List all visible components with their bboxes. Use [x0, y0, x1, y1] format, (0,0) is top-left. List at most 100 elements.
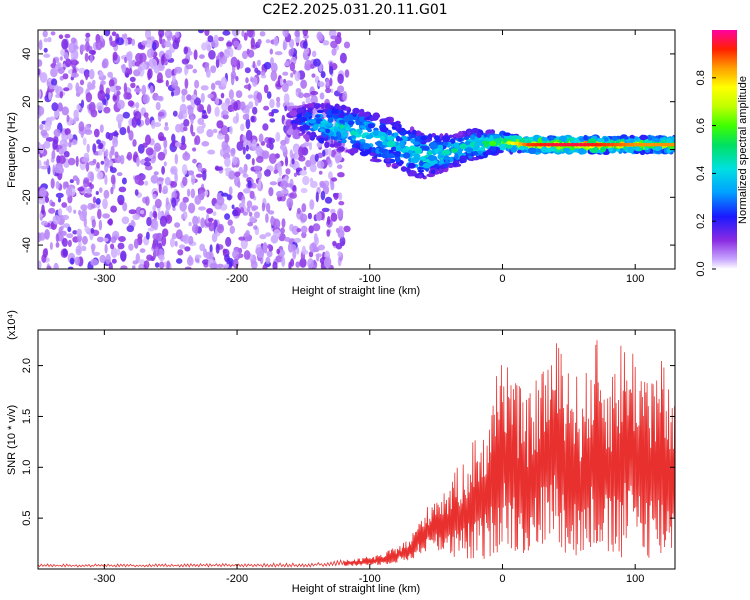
spectrogram-noise-blob	[250, 115, 255, 123]
spectrogram-noise-blob	[86, 187, 92, 195]
spectrogram-signal-blob	[527, 147, 537, 154]
spectrogram-signal-blob	[426, 173, 436, 178]
spectrogram-noise-blob	[265, 202, 271, 213]
spectrogram-signal-blob	[325, 128, 331, 134]
spectrogram-noise-blob	[220, 76, 228, 88]
spectrogram-noise-blob	[301, 245, 306, 255]
spectrogram-signal-blob	[350, 139, 357, 144]
spectrogram-noise-blob	[69, 179, 74, 184]
spectrogram-signal-blob	[378, 148, 388, 154]
spectrogram-noise-blob	[144, 180, 149, 186]
spectrogram-noise-blob	[130, 82, 136, 89]
spectrogram-signal-blob	[633, 146, 641, 151]
spectrogram-noise-blob	[192, 215, 199, 226]
spectrogram-noise-blob	[280, 139, 287, 146]
spectrogram-noise-blob	[54, 165, 63, 174]
spectrogram-noise-blob	[38, 260, 42, 269]
spectrogram-noise-blob	[311, 73, 316, 78]
spectrogram-noise-blob	[145, 196, 150, 206]
spectrogram-noise-blob	[111, 131, 119, 137]
colorbar-tick-label: 0.4	[695, 166, 707, 181]
spectrogram-noise-blob	[110, 40, 118, 47]
spectrogram-noise-blob	[252, 60, 256, 69]
snr-x-tick-label: -100	[359, 573, 381, 585]
spectrogram-signal-blob	[369, 152, 377, 156]
spectrogram-noise-blob	[207, 35, 214, 43]
spectrogram-noise-blob	[58, 155, 66, 165]
spectrogram-noise-blob	[124, 38, 129, 47]
spectrogram-noise-blob	[343, 225, 351, 233]
spectrogram-noise-blob	[152, 233, 160, 240]
spectrogram-noise-blob	[207, 217, 214, 222]
spectrogram-noise-blob	[209, 262, 218, 269]
spectrogram-noise-blob	[48, 91, 52, 101]
spectrogram-noise-blob	[298, 92, 304, 99]
spectrogram-signal-blob	[344, 126, 351, 131]
spectrogram-noise-blob	[175, 229, 183, 240]
spectrogram-noise-blob	[268, 187, 274, 197]
spectrogram-noise-blob	[132, 265, 136, 269]
spectrogram-noise-blob	[56, 62, 62, 69]
spectrogram-noise-blob	[298, 146, 304, 158]
spectrogram-noise-blob	[290, 244, 297, 252]
spectrogram-noise-blob	[288, 261, 292, 269]
spectrogram-noise-blob	[187, 188, 191, 197]
spectrogram-noise-blob	[221, 110, 229, 116]
spectrogram-noise-blob	[224, 133, 230, 143]
spectrogram-noise-blob	[58, 34, 64, 39]
spectrogram-noise-blob	[241, 30, 245, 37]
spectrogram-noise-blob	[49, 116, 56, 121]
spectrogram-noise-blob	[181, 93, 186, 103]
spectrogram-noise-blob	[226, 41, 233, 47]
spectrogram-noise-blob	[187, 170, 195, 176]
spectrogram-noise-blob	[154, 262, 160, 268]
spectrogram-noise-blob	[95, 191, 99, 195]
spectrogram-noise-blob	[270, 57, 274, 65]
spectrogram-noise-blob	[281, 82, 289, 93]
spectrogram-signal-blob	[420, 135, 428, 141]
spectrogram-signal-blob	[417, 169, 425, 173]
spectrogram-noise-blob	[90, 203, 96, 209]
spectrogram-noise-blob	[149, 85, 154, 94]
spectrogram-signal-blob	[619, 149, 625, 153]
spectrogram-noise-blob	[283, 93, 290, 104]
spectrogram-noise-blob	[76, 104, 81, 111]
spectrogram-noise-blob	[111, 258, 117, 264]
spectrogram-noise-blob	[174, 153, 178, 165]
spectrogram-noise-blob	[158, 261, 165, 269]
spectrogram-signal-blob	[367, 123, 375, 129]
spectrogram-signal-blob	[413, 153, 421, 158]
spectrogram-signal-blob	[358, 115, 368, 122]
spectrogram-signal-blob	[400, 166, 407, 172]
spectrogram-noise-blob	[125, 72, 129, 78]
spectrogram-signal-blob	[548, 147, 557, 152]
spectrogram-noise-blob	[62, 248, 68, 257]
spectrogram-signal-blob	[459, 143, 467, 150]
spectrogram-signal-blob	[409, 145, 416, 152]
spectrogram-noise-blob	[43, 47, 48, 53]
spectrogram-signal-blob	[548, 136, 555, 140]
spectrogram-noise-blob	[330, 35, 338, 40]
spectrogram-signal-blob	[337, 146, 345, 152]
spectrogram-noise-blob	[71, 72, 79, 78]
spectrogram-signal-blob	[402, 152, 411, 159]
spectrogram-signal-blob	[333, 113, 340, 119]
spectrogram-noise-blob	[143, 260, 150, 269]
spectrogram-noise-blob	[238, 236, 246, 241]
spectrogram-noise-blob	[279, 77, 284, 87]
spectrogram-signal-blob	[394, 150, 401, 158]
spectrogram-signal-blob	[357, 113, 364, 117]
spectrogram-noise-blob	[337, 85, 345, 93]
colorbar: 0.0 0.2 0.4 0.6 0.8 Normalized spectral ampl…	[695, 30, 749, 277]
spectrogram-noise-blob	[132, 213, 141, 221]
spectrogram-noise-blob	[200, 85, 209, 91]
spectrogram-noise-blob	[291, 158, 295, 165]
spectrogram-noise-blob	[309, 163, 317, 173]
spectrogram-noise-blob	[185, 64, 194, 70]
spectrogram-noise-blob	[302, 175, 310, 186]
spectrogram-signal-blob	[444, 160, 450, 164]
spectrogram-noise-blob	[66, 114, 70, 123]
snr-axes: -300 -200 -100 0 100 0.5 1.0 1.5 2.0	[21, 330, 675, 585]
spectrogram-signal-blob	[419, 156, 427, 161]
spectrogram-noise-blob	[175, 123, 182, 133]
